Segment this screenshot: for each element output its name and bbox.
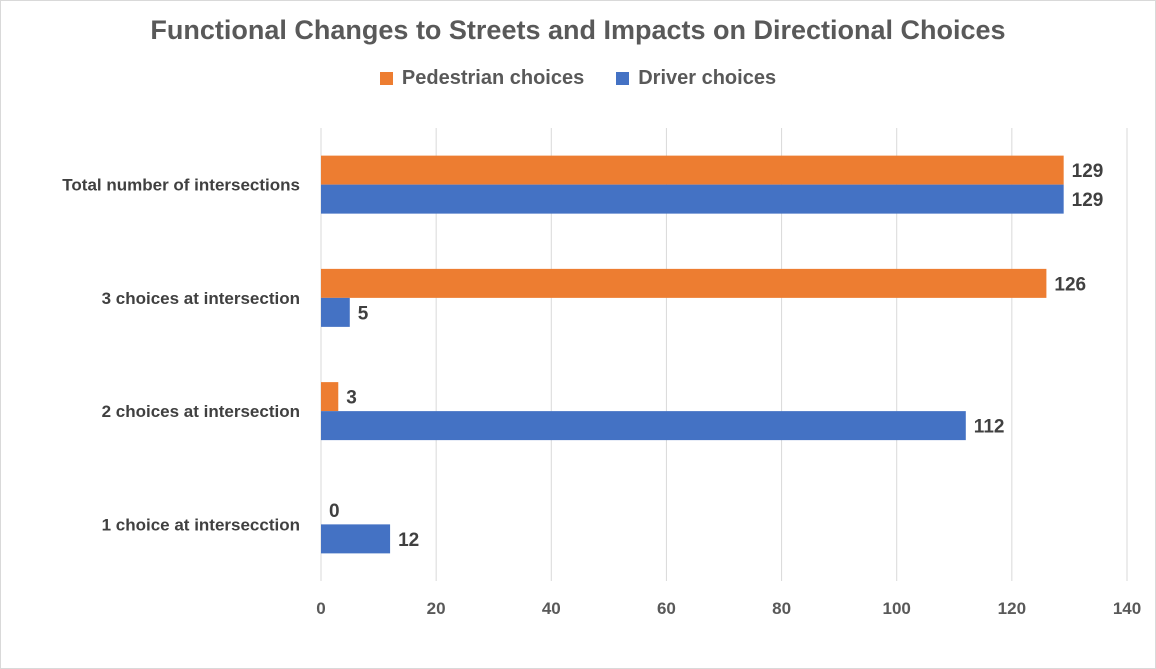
x-tick-label: 140 [1113,599,1141,618]
bar [321,411,966,441]
category-label: 1 choice at intersecction [102,515,300,534]
legend-swatch-pedestrian [379,72,393,85]
data-label: 0 [329,501,340,522]
legend-item-driver: Driver choices [616,67,776,90]
data-label: 129 [1072,190,1104,211]
bar [321,184,1064,214]
x-tick-label: 0 [316,599,325,618]
data-label: 129 [1072,161,1104,182]
data-label: 5 [358,303,369,324]
legend-item-pedestrian: Pedestrian choices [379,67,585,90]
data-label: 126 [1054,274,1086,295]
x-tick-label: 40 [542,599,561,618]
bar [321,297,350,327]
data-label: 12 [398,530,419,551]
legend-label-pedestrian: Pedestrian choices [401,67,585,89]
bar [321,155,1064,185]
x-tick-label: 100 [883,599,911,618]
legend: Pedestrian choices Driver choices [1,67,1155,90]
category-label: 3 choices at intersection [102,289,300,308]
x-tick-label: 120 [998,599,1026,618]
x-tick-label: 60 [657,599,676,618]
bar [321,382,339,412]
bar [321,524,391,554]
legend-label-driver: Driver choices [638,67,777,89]
x-tick-label: 20 [427,599,446,618]
chart-title: Functional Changes to Streets and Impact… [150,15,1006,45]
category-label: 2 choices at intersection [102,402,300,421]
category-label: Total number of intersections [62,176,300,195]
data-label: 3 [346,388,357,409]
x-tick-label: 80 [772,599,791,618]
data-label: 112 [974,417,1005,438]
bar [321,268,1047,298]
legend-swatch-driver [616,72,630,85]
